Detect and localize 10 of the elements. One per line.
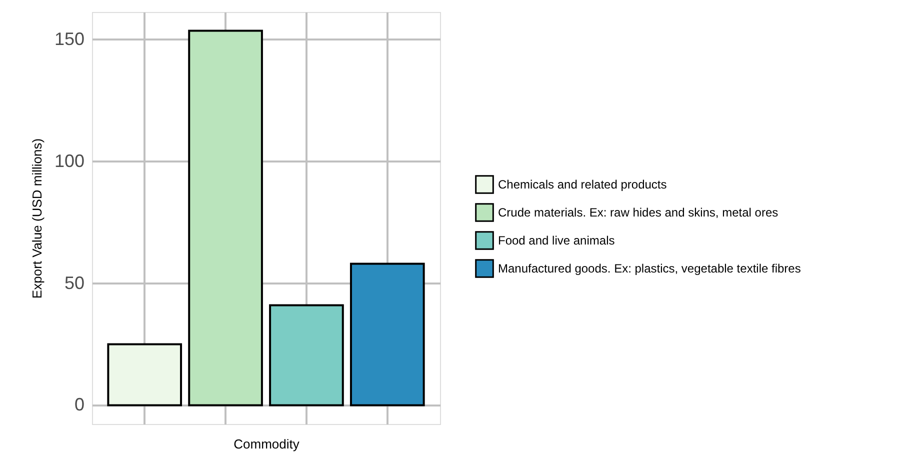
- legend-label: Manufactured goods. Ex: plastics, vegetable textile fibres: [498, 262, 801, 276]
- x-axis-title: Commodity: [234, 436, 300, 452]
- y-tick-label: 0: [74, 394, 84, 415]
- y-axis-title: Export Value (USD millions): [29, 138, 44, 299]
- legend-label: Crude materials. Ex: raw hides and skins, metal ores: [498, 206, 778, 220]
- y-tick-label: 50: [64, 272, 84, 293]
- legend-label: Food and live animals: [498, 234, 615, 248]
- y-tick-label: 150: [54, 28, 84, 49]
- legend-label: Chemicals and related products: [498, 178, 667, 192]
- y-tick-label: 100: [54, 150, 84, 171]
